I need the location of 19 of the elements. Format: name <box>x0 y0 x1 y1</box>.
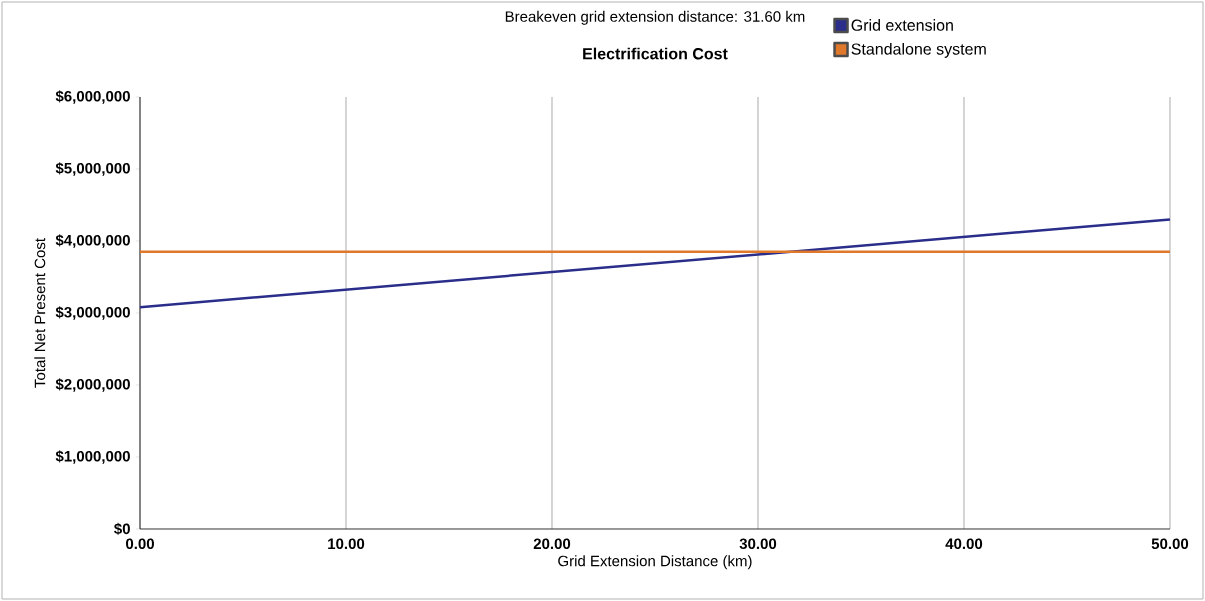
y-tick-label: $1,000,000 <box>55 450 130 464</box>
x-tick-label: 20.00 <box>533 538 571 550</box>
legend-label: Standalone system <box>851 42 986 58</box>
y-tick-label: $5,000,000 <box>55 162 130 176</box>
y-tick-label: $6,000,000 <box>55 90 130 104</box>
x-tick-label: 50.00 <box>1151 538 1189 550</box>
legend-label: Grid extension <box>851 19 953 31</box>
chart-subtitle: Breakeven grid extension distance: 31.60 km <box>505 10 805 25</box>
y-axis-title: Total Net Present Cost <box>34 238 46 388</box>
chart-title: Electrification Cost <box>583 47 728 60</box>
x-tick-label: 40.00 <box>945 538 983 550</box>
y-tick-label: $3,000,000 <box>55 306 130 320</box>
x-tick-label: 0.00 <box>126 538 154 550</box>
x-tick-label: 10.00 <box>328 538 365 550</box>
y-tick-label: $4,000,000 <box>55 234 130 248</box>
x-axis-title: Grid Extension Distance (km) <box>558 555 752 570</box>
y-tick-label: $2,000,000 <box>55 378 130 392</box>
y-tick-label: $0 <box>114 522 130 536</box>
x-tick-label: 30.00 <box>739 538 777 550</box>
